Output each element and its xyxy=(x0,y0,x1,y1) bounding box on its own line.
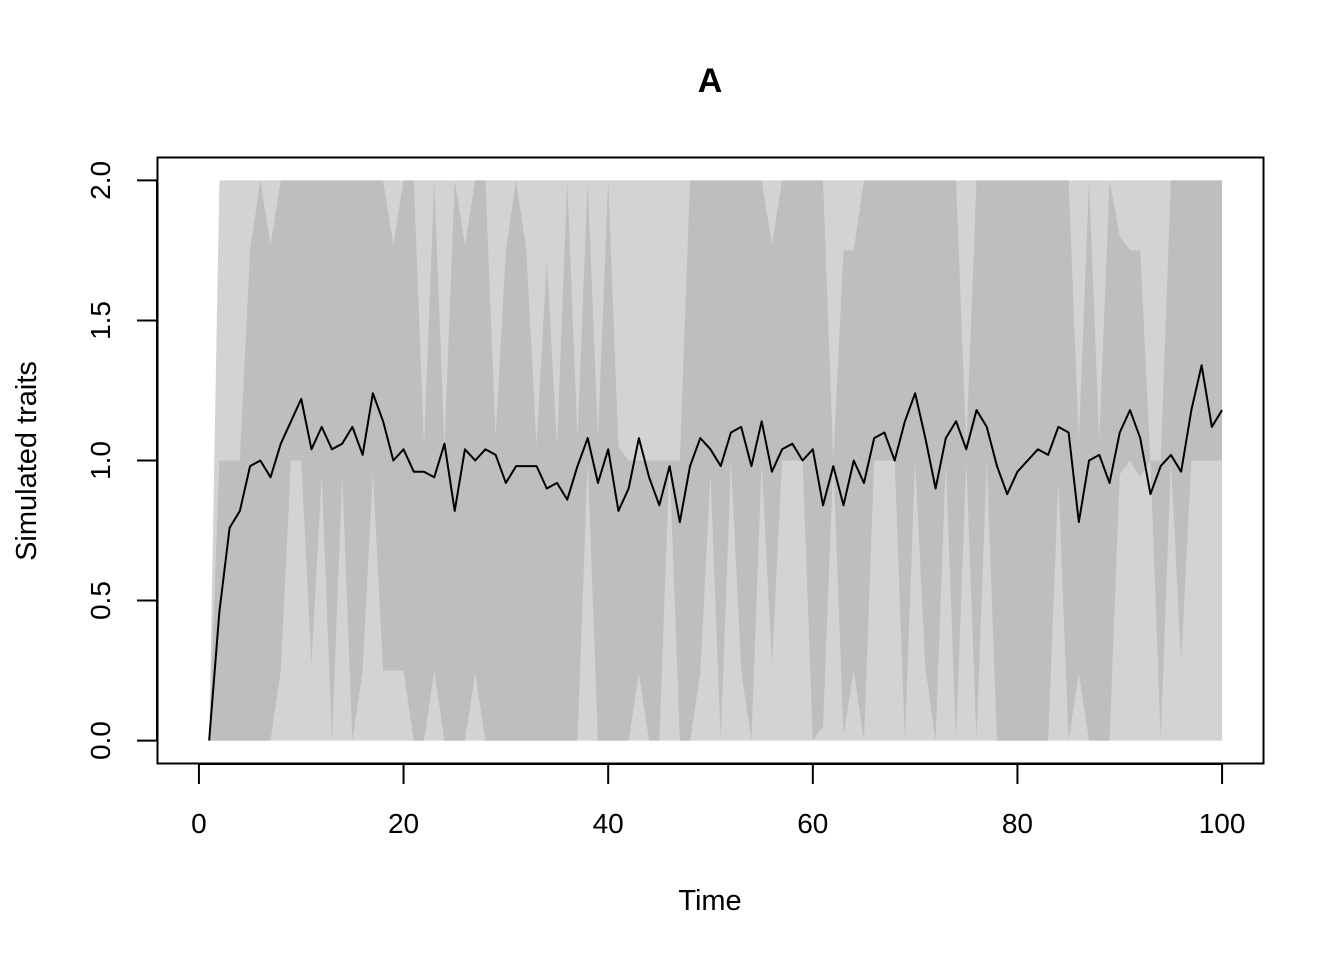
x-tick-label: 60 xyxy=(797,808,828,839)
x-axis: 0 20 40 60 80 100 xyxy=(191,763,1246,839)
band-layer xyxy=(209,180,1223,741)
y-tick-label: 1.5 xyxy=(85,301,116,340)
x-axis-label: Time xyxy=(678,885,741,917)
y-axis-label: Simulated traits xyxy=(11,361,43,561)
series-band-1 xyxy=(209,180,1223,741)
x-tick-label: 80 xyxy=(1002,808,1033,839)
x-tick-label: 0 xyxy=(191,808,207,839)
x-tick-label: 20 xyxy=(388,808,419,839)
y-axis: 0.0 0.5 1.0 1.5 2.0 xyxy=(85,161,158,760)
y-tick-label: 2.0 xyxy=(85,161,116,200)
y-tick-label: 0.5 xyxy=(85,581,116,620)
y-tick-label: 0.0 xyxy=(85,721,116,760)
x-tick-label: 100 xyxy=(1199,808,1246,839)
x-tick-label: 40 xyxy=(593,808,624,839)
series-line-2 xyxy=(208,364,1223,741)
line-layer xyxy=(208,364,1223,741)
chart-title: A xyxy=(698,62,723,100)
y-tick-label: 1.0 xyxy=(85,441,116,480)
